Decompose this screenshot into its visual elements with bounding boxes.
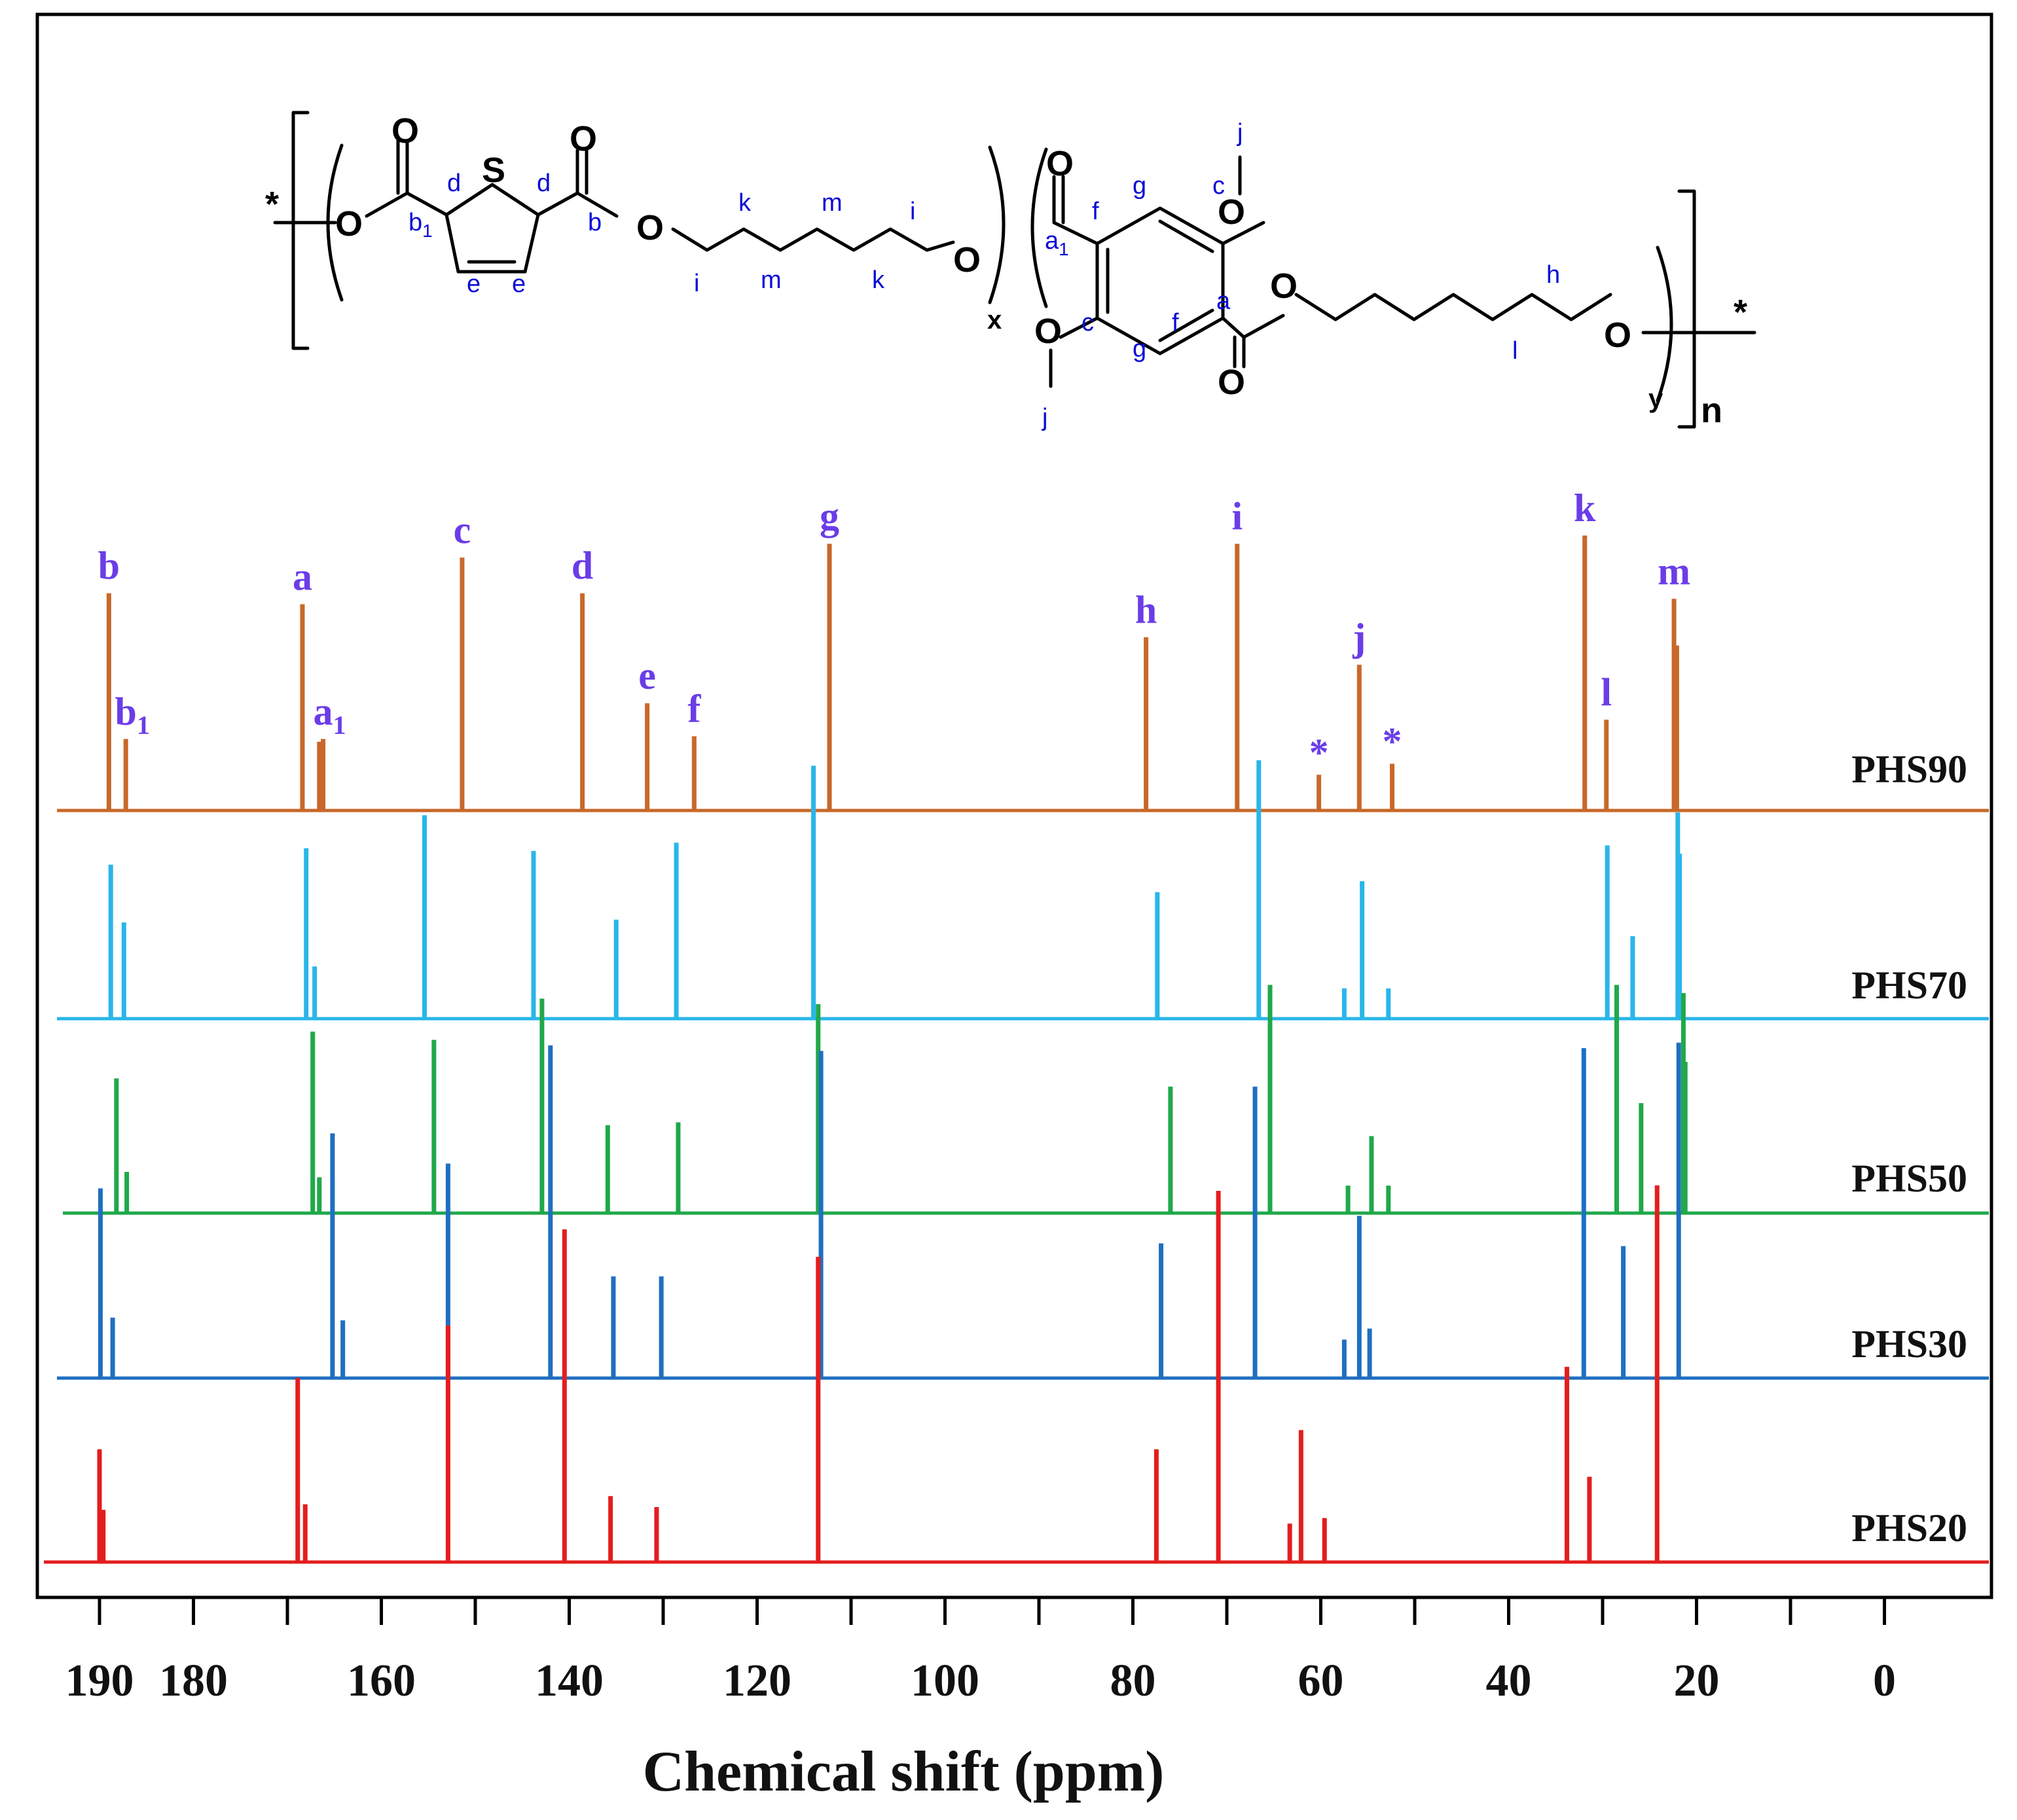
clabel-m: m (761, 266, 782, 294)
clabel-i: i (694, 270, 699, 297)
peak-label: c (454, 509, 471, 552)
peak-label: h (1135, 588, 1157, 631)
clabel-d: d (447, 170, 461, 197)
x-axis-title: Chemical shift (ppm) (643, 1740, 1165, 1804)
clabel-e: e (512, 270, 526, 298)
series-PHS30 (57, 1042, 1989, 1380)
x-tick-label: 60 (1298, 1656, 1344, 1706)
clabel-f: f (1172, 309, 1179, 337)
peak-label: j (1352, 615, 1366, 659)
clabel-d: d (537, 170, 551, 197)
x-tick-label: 100 (911, 1656, 979, 1706)
series-PHS20 (44, 1185, 1989, 1564)
peak-label: i (1231, 495, 1243, 538)
x-tick-label: 80 (1110, 1656, 1156, 1706)
peak-label: * (1383, 720, 1402, 763)
clabel-j: j (1237, 119, 1243, 147)
clabel-j: j (1042, 404, 1047, 431)
end-star-left: * (265, 185, 279, 224)
trace-labels: PHS90 PHS70 PHS50 PHS30 PHS20 (1851, 748, 1967, 1550)
peak-label: b (98, 544, 120, 587)
clabel-i: i (910, 198, 915, 225)
peak-label: g (820, 495, 839, 538)
outer-bracket-left (291, 111, 310, 350)
series-PHS50 (63, 985, 1989, 1215)
oxygen-atom: O (1270, 266, 1298, 306)
peak-label: * (1309, 731, 1329, 774)
subscript-x: x (987, 306, 1002, 335)
paren-right-x (988, 145, 1006, 304)
peak-label: d (572, 544, 593, 587)
oxygen-atom: O (570, 119, 597, 158)
trace-label-PHS90: PHS90 (1851, 748, 1967, 791)
oxygen-atom: O (1046, 144, 1074, 183)
subscript-y: y (1648, 384, 1663, 413)
peak-label: m (1658, 550, 1690, 593)
clabel-b: b (588, 209, 602, 236)
clabel-g: g (1133, 335, 1146, 363)
plot-frame (35, 12, 1993, 1599)
clabel-m: m (822, 189, 843, 217)
oxygen-atom: O (1034, 312, 1062, 351)
structure-carbon-labels: b1 d d e e b i k m m k i a1 f g c j c g … (409, 119, 1560, 431)
x-tick-label: 140 (535, 1656, 604, 1706)
peak-label: l (1601, 670, 1612, 714)
series-PHS70 (57, 760, 1989, 1021)
oxygen-atom: O (335, 204, 363, 244)
structure-atoms: * O O S O O O x O O O O O O y n * (265, 111, 1747, 430)
oxygen-atom: O (1604, 316, 1631, 355)
sulfur-atom: S (482, 151, 505, 190)
peak-label: b1 (115, 690, 149, 740)
x-tick-label: 0 (1873, 1656, 1896, 1706)
subscript-n: n (1701, 391, 1722, 430)
x-tick-label: 20 (1674, 1656, 1720, 1706)
oxygen-atom: O (391, 111, 419, 151)
clabel-f: f (1092, 198, 1099, 225)
trace-label-PHS70: PHS70 (1851, 964, 1967, 1007)
clabel-c: c (1212, 172, 1225, 200)
trace-label-PHS30: PHS30 (1851, 1322, 1967, 1366)
outer-bracket-right (1677, 189, 1696, 429)
trace-label-PHS20: PHS20 (1851, 1506, 1967, 1550)
peak-label: e (638, 654, 656, 697)
series-PHS90 (57, 536, 1989, 812)
clabel-b1: b1 (409, 209, 433, 241)
polymer-structure (273, 111, 1756, 429)
peak-label: f (687, 687, 701, 731)
paren-right-y (1656, 246, 1673, 403)
trace-label-PHS50: PHS50 (1851, 1157, 1967, 1200)
clabel-c: c (1081, 309, 1094, 337)
oxygen-atom: O (1218, 192, 1245, 232)
x-tick-label: 180 (159, 1656, 228, 1706)
clabel-g: g (1133, 172, 1146, 200)
paren-left-y (1030, 147, 1048, 308)
clabel-a: a (1216, 287, 1231, 315)
clabel-e: e (467, 270, 481, 298)
x-axis: 190 180 160 140 120 100 80 60 40 20 0 (65, 1597, 1896, 1706)
peak-label: k (1574, 486, 1596, 530)
peak-label: a1 (314, 690, 346, 740)
peak-label: a (293, 555, 312, 598)
oxygen-atom: O (1218, 363, 1245, 402)
oxygen-atom: O (953, 240, 981, 280)
end-star-right: * (1734, 293, 1747, 332)
clabel-k: k (738, 189, 752, 217)
clabel-a1: a1 (1045, 227, 1069, 259)
x-tick-label: 160 (347, 1656, 416, 1706)
spectra-group (44, 536, 1989, 1564)
clabel-k: k (872, 266, 885, 294)
x-tick-label: 40 (1486, 1656, 1532, 1706)
x-tick-label: 190 (65, 1656, 134, 1706)
peak-labels: b b1 a a1 c d ef g h i * j * k l m (98, 486, 1690, 774)
clabel-l: l (1512, 337, 1517, 365)
oxygen-atom: O (636, 208, 664, 247)
x-tick-label: 120 (723, 1656, 791, 1706)
clabel-h: h (1546, 261, 1560, 289)
